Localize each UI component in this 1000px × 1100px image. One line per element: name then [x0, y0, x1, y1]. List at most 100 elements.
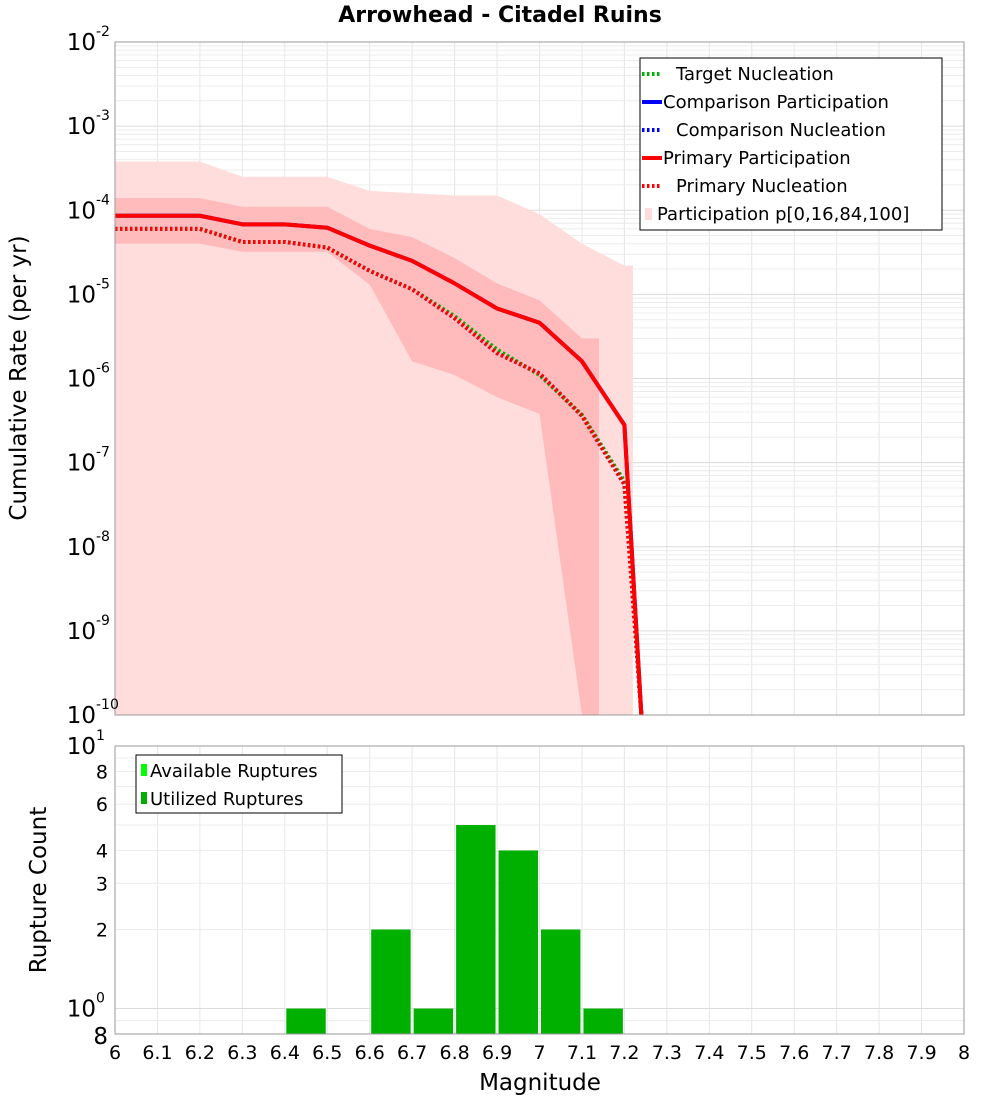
top-y-tick: 10 -10	[67, 697, 119, 729]
top-legend-item: Target Nucleation	[642, 64, 834, 85]
legend-label: Participation p[0,16,84,100]	[657, 204, 909, 225]
legend-label: Primary Participation	[663, 148, 851, 169]
top-legend: Target Nucleation Comparison Participatio…	[639, 57, 943, 231]
x-tick-label: 6.4	[270, 1042, 300, 1064]
x-tick-label: 7.8	[864, 1042, 894, 1064]
top-y-tick-base: 10	[67, 114, 96, 140]
top-y-tick-exponent: -4	[96, 192, 110, 208]
x-tick-label: 7.7	[822, 1042, 852, 1064]
bottom-y-tick-label: 4	[96, 840, 108, 862]
bottom-legend-item: Utilized Ruptures	[141, 789, 303, 810]
x-tick-label: 7.6	[779, 1042, 809, 1064]
bar-utilized-ruptures	[583, 1008, 623, 1034]
x-tick-label: 7.4	[694, 1042, 724, 1064]
top-y-tick: 10 -5	[67, 276, 110, 308]
x-tick-label: 7	[533, 1042, 545, 1064]
x-tick-label: 8	[958, 1042, 970, 1064]
top-y-tick-exponent: -6	[96, 361, 110, 377]
x-tick-label: 6	[109, 1042, 121, 1064]
x-tick-label: 6.3	[227, 1042, 257, 1064]
top-legend-item: Primary Nucleation	[642, 176, 848, 197]
bar-utilized-ruptures	[456, 825, 496, 1034]
top-y-tick-base: 10	[67, 30, 96, 56]
legend-label: Available Ruptures	[150, 761, 318, 782]
x-tick-label: 6.7	[397, 1042, 427, 1064]
bottom-y-major-tick: 10 1	[67, 728, 105, 760]
bar-utilized-ruptures	[498, 850, 538, 1034]
bar-utilized-ruptures	[371, 929, 411, 1034]
x-tick-label: 6.6	[355, 1042, 385, 1064]
bottom-x-ticks: 6 6.1 6.2 6.3 6.4 6.5 6.6 6.7 6.8 6.9 7 7.1 7.2 7.3 7.…	[109, 1042, 970, 1064]
top-y-tick-base: 10	[67, 703, 96, 729]
x-tick-label: 6.8	[439, 1042, 469, 1064]
top-legend-item: Comparison Nucleation	[642, 120, 886, 141]
bottom-y-tick-label: 6	[96, 794, 108, 816]
top-y-tick-exponent: -10	[96, 697, 119, 713]
bottom-y-tick-exponent: 1	[96, 728, 105, 744]
bottom-y-axis-label: Rupture Count	[26, 807, 52, 973]
bar-utilized-ruptures	[541, 929, 581, 1034]
x-tick-label: 6.2	[185, 1042, 215, 1064]
top-y-tick: 10 -7	[67, 445, 110, 477]
top-y-tick-exponent: -5	[96, 276, 110, 292]
top-y-tick-exponent: -8	[96, 529, 110, 545]
top-y-tick-exponent: -3	[96, 108, 110, 124]
top-y-tick-exponent: -2	[96, 24, 110, 40]
top-y-tick: 10 -9	[67, 613, 110, 645]
bottom-y-tick-label: 8	[96, 761, 108, 783]
top-legend-box	[639, 57, 943, 231]
x-tick-label: 7.1	[567, 1042, 597, 1064]
legend-swatch-bar	[141, 764, 147, 776]
bottom-legend-item: Available Ruptures	[141, 761, 318, 782]
top-y-tick-base: 10	[67, 451, 96, 477]
legend-swatch-band	[645, 208, 652, 220]
x-tick-label: 7.2	[609, 1042, 639, 1064]
legend-label: Comparison Nucleation	[676, 120, 886, 141]
legend-label: Utilized Ruptures	[150, 789, 303, 810]
bottom-y-major-tick: 10 0	[67, 991, 105, 1023]
band-inner	[115, 197, 599, 716]
top-y-tick-base: 10	[67, 282, 96, 308]
top-y-tick-base: 10	[67, 619, 96, 645]
top-y-tick: 10 -8	[67, 529, 110, 561]
top-y-tick-exponent: -9	[96, 613, 110, 629]
bottom-y-tick-base: 10	[67, 997, 96, 1023]
x-tick-label: 6.1	[142, 1042, 172, 1064]
bottom-bars	[286, 825, 623, 1034]
top-y-tick-base: 10	[67, 535, 96, 561]
top-y-tick: 10 -4	[67, 192, 110, 224]
top-legend-item: Comparison Participation	[642, 92, 889, 113]
top-y-tick: 10 -6	[67, 361, 110, 393]
bottom-y-tick-exponent: 0	[96, 991, 105, 1007]
top-y-axis-label: Cumulative Rate (per yr)	[6, 235, 32, 520]
legend-label: Target Nucleation	[675, 64, 834, 85]
legend-label: Comparison Participation	[663, 92, 889, 113]
top-plot-frame	[114, 41, 965, 716]
legend-label: Primary Nucleation	[676, 176, 848, 197]
top-y-tick-base: 10	[67, 367, 96, 393]
x-axis-label: Magnitude	[479, 1070, 601, 1096]
bottom-y-tick-label: 3	[96, 873, 108, 895]
bottom-legend-box	[135, 754, 343, 814]
x-tick-label: 6.9	[482, 1042, 512, 1064]
bar-utilized-ruptures	[413, 1008, 454, 1034]
top-y-tick: 10 -2	[67, 24, 110, 56]
top-y-tick-exponent: -7	[96, 445, 110, 461]
x-tick-label: 7.5	[737, 1042, 767, 1064]
x-tick-label: 6.5	[312, 1042, 342, 1064]
bottom-y-tick-label: 8	[93, 1024, 108, 1050]
x-tick-label: 7.3	[652, 1042, 682, 1064]
top-bands	[115, 161, 633, 716]
top-series-lines	[115, 213, 644, 716]
x-tick-label: 7.9	[906, 1042, 936, 1064]
bottom-plot-frame	[114, 745, 965, 1035]
bottom-y-tick-label: 2	[96, 920, 108, 942]
top-y-tick: 10 -3	[67, 108, 110, 140]
top-legend-item: Participation p[0,16,84,100]	[645, 204, 909, 225]
